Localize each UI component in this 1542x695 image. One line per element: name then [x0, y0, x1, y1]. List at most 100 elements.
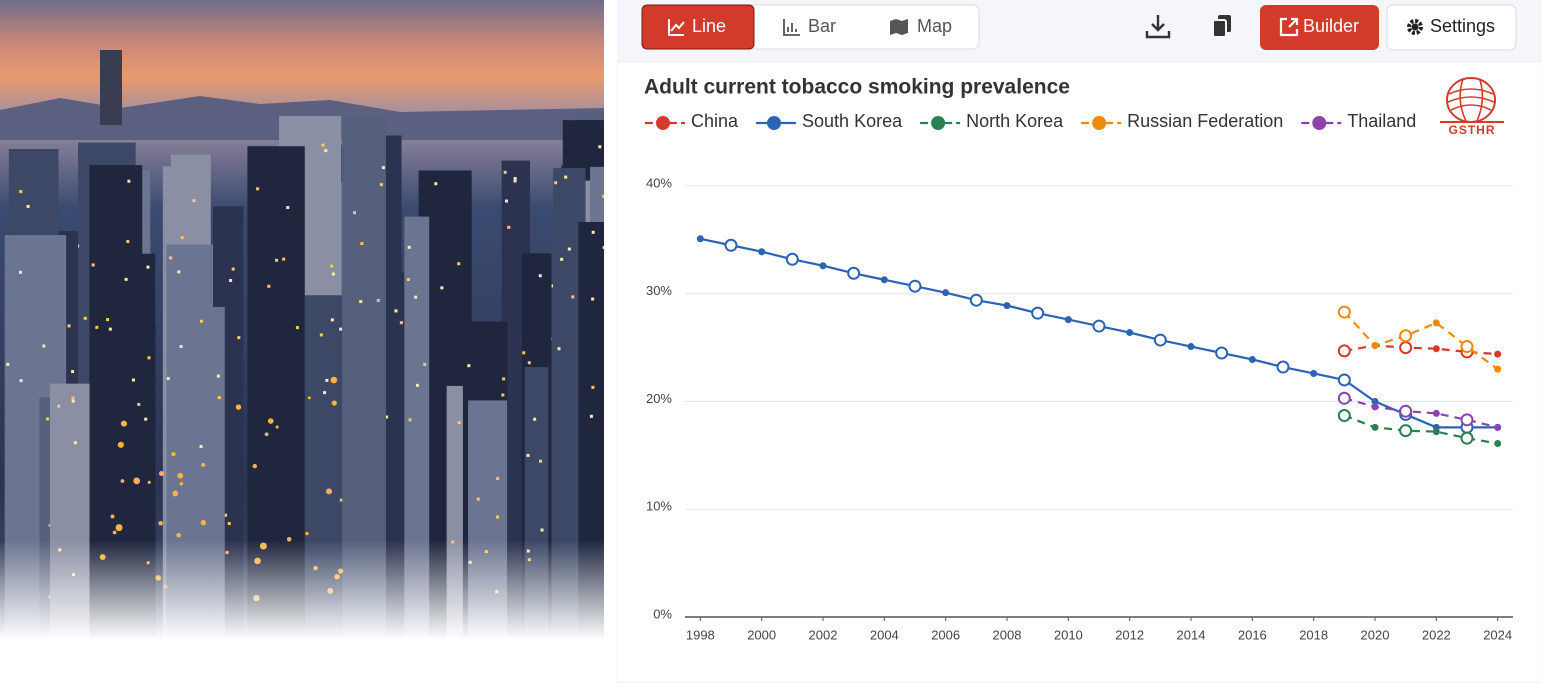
- window-light: [73, 441, 77, 445]
- point: [908, 279, 922, 293]
- street-light: [172, 490, 179, 497]
- point: [1494, 365, 1502, 373]
- window-light: [19, 379, 23, 383]
- street-light: [117, 441, 124, 448]
- window-light: [502, 377, 506, 381]
- point: [1399, 341, 1413, 355]
- legend-item[interactable]: Russian Federation: [1081, 111, 1283, 131]
- window-light: [6, 362, 10, 366]
- legend-item[interactable]: South Korea: [756, 111, 903, 131]
- window-light: [324, 149, 328, 153]
- y-tick-label: 40%: [646, 175, 672, 190]
- point: [942, 289, 950, 297]
- window-light: [591, 230, 595, 234]
- tab-bar[interactable]: Bar: [783, 16, 836, 36]
- point: [758, 248, 766, 256]
- window-light: [106, 318, 110, 322]
- settings-button[interactable]: Settings: [1386, 4, 1517, 51]
- legend-item[interactable]: North Korea: [920, 111, 1064, 131]
- download-icon[interactable]: [1145, 15, 1171, 39]
- window-light: [95, 325, 99, 329]
- x-tick-label: 2024: [1483, 627, 1512, 642]
- window-light: [503, 170, 507, 174]
- window-light: [179, 345, 183, 349]
- window-light: [423, 362, 427, 366]
- download-button[interactable]: [1145, 15, 1171, 39]
- window-light: [609, 162, 612, 165]
- line-icon: [668, 19, 685, 36]
- x-tick-label: 1998: [686, 627, 715, 642]
- legend: China South Korea North Korea Russian Feder…: [645, 111, 1416, 131]
- point: [819, 262, 827, 270]
- street-light: [325, 488, 333, 495]
- window-light: [591, 297, 595, 301]
- point: [1371, 341, 1379, 349]
- tab-line[interactable]: Line: [641, 4, 755, 50]
- window-light: [603, 260, 604, 264]
- street-light: [331, 400, 337, 406]
- legend-label[interactable]: Thailand: [1347, 111, 1416, 131]
- point: [1276, 360, 1290, 374]
- point: [1432, 319, 1440, 327]
- settings-bg[interactable]: [1386, 4, 1517, 51]
- y-tick-label: 10%: [646, 499, 672, 514]
- street-light: [120, 479, 125, 483]
- bar-icon: [783, 19, 800, 36]
- window-light: [124, 277, 128, 281]
- window-light: [602, 245, 604, 249]
- tab-label[interactable]: Line: [692, 16, 726, 36]
- window-light: [339, 327, 343, 331]
- point: [1494, 350, 1502, 358]
- x-tick-label: 2020: [1361, 627, 1390, 642]
- street-light: [171, 452, 176, 457]
- builder-button[interactable]: Builder: [1260, 5, 1379, 50]
- window-light: [526, 453, 530, 457]
- window-light: [231, 267, 235, 271]
- tab-group: Line Bar Map: [641, 4, 980, 50]
- window-light: [321, 143, 325, 147]
- copy-icon[interactable]: [1212, 19, 1227, 38]
- street-light: [120, 420, 128, 427]
- window-light: [359, 300, 363, 304]
- window-light: [71, 399, 75, 403]
- x-tick-label: 2018: [1299, 627, 1328, 642]
- tab-label[interactable]: Bar: [808, 16, 836, 36]
- window-light: [605, 326, 608, 329]
- settings-label[interactable]: Settings: [1430, 16, 1495, 36]
- copy-button[interactable]: [1212, 15, 1231, 38]
- tab-map[interactable]: Map: [890, 16, 952, 36]
- window-light: [379, 183, 383, 187]
- legend-item[interactable]: China: [645, 111, 739, 131]
- window-light: [554, 181, 558, 185]
- external-icon: [1279, 17, 1299, 37]
- legend-label[interactable]: North Korea: [966, 111, 1064, 131]
- tab-line-bg[interactable]: [641, 4, 755, 50]
- point: [1399, 424, 1413, 438]
- legend-label[interactable]: China: [691, 111, 739, 131]
- window-light: [414, 295, 418, 299]
- tab-label[interactable]: Map: [917, 16, 952, 36]
- street-light: [112, 530, 117, 535]
- x-tick-label: 2004: [870, 627, 899, 642]
- point: [1337, 409, 1351, 423]
- builder-bg[interactable]: [1260, 5, 1379, 50]
- street-light: [158, 521, 163, 526]
- gear-icon: [1411, 23, 1419, 31]
- window-light: [177, 270, 181, 274]
- window-light: [440, 286, 444, 290]
- window-light: [71, 396, 75, 400]
- point: [847, 266, 861, 280]
- x-tick-label: 2022: [1422, 627, 1451, 642]
- legend-item[interactable]: Thailand: [1301, 111, 1416, 131]
- legend-label[interactable]: Russian Federation: [1127, 111, 1283, 131]
- window-light: [325, 378, 329, 382]
- legend-label[interactable]: South Korea: [802, 111, 903, 131]
- point: [1153, 333, 1167, 347]
- window-light: [67, 324, 71, 328]
- window-light: [330, 264, 334, 268]
- x-tick-label: 2016: [1238, 627, 1267, 642]
- window-light: [323, 391, 327, 395]
- window-light: [434, 182, 438, 186]
- builder-label[interactable]: Builder: [1303, 16, 1359, 36]
